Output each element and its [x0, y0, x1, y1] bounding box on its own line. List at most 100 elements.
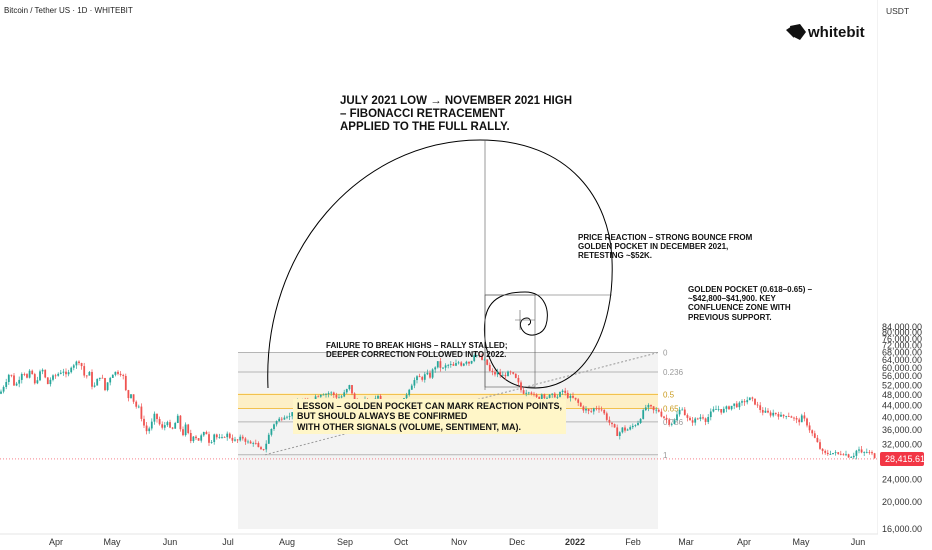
candle [504, 372, 507, 380]
candle [231, 434, 234, 443]
annotation-lesson: LESSON – GOLDEN POCKET CAN MARK REACTION… [293, 399, 567, 435]
last-price-badge [880, 451, 924, 466]
candle-body [738, 402, 741, 408]
candle [65, 368, 67, 378]
candle-body [496, 372, 499, 375]
candle-body [348, 385, 351, 390]
candle-body [215, 434, 218, 438]
candle-body [15, 383, 18, 386]
candle [39, 369, 41, 382]
candle [351, 385, 353, 396]
candle-body [156, 413, 158, 420]
time-axis-tick: 2022 [565, 537, 585, 547]
whitebit-logo-icon [786, 24, 806, 40]
candle-body [696, 418, 699, 420]
candle-body [421, 377, 424, 380]
candle-body [572, 395, 574, 398]
candle [278, 416, 281, 422]
candle [475, 355, 478, 358]
candle-body [699, 417, 702, 420]
candle [179, 415, 182, 432]
candle [481, 353, 483, 361]
candle [106, 382, 109, 392]
candle-body [798, 419, 801, 423]
candle [533, 391, 535, 397]
candle [650, 404, 652, 409]
candle [70, 366, 73, 374]
candle-body [145, 425, 148, 432]
annotation-line: DEEPER CORRECTION FOLLOWED INTO 2022. [326, 350, 507, 360]
candle [499, 368, 502, 378]
candle-body [182, 429, 184, 436]
candle [709, 408, 712, 421]
candle-body [283, 417, 286, 420]
candle-body [592, 408, 595, 412]
candle [163, 421, 166, 431]
candle-body [559, 391, 561, 397]
candle-body [717, 409, 720, 410]
candle-body [694, 418, 697, 423]
candle [62, 368, 65, 376]
candle [826, 449, 829, 456]
candle-body [826, 452, 829, 455]
candle [530, 391, 533, 396]
annotation-golden-pocket: GOLDEN POCKET (0.618–0.65) – ~$42,800–$4… [688, 285, 812, 322]
fib-level-label: 0 [663, 349, 668, 358]
candle-body [44, 369, 47, 378]
candle-body [2, 386, 5, 392]
candle [5, 378, 8, 390]
candle [616, 424, 619, 437]
candle-body [540, 394, 543, 399]
candle-body [262, 449, 265, 450]
candle [348, 384, 351, 391]
candle [80, 362, 83, 370]
candle-body [88, 371, 91, 376]
candle-body [192, 436, 195, 442]
candle [707, 414, 710, 425]
candle-body [509, 371, 512, 373]
candle-body [491, 370, 494, 372]
candle [421, 375, 424, 382]
candle [561, 389, 564, 395]
candle [335, 392, 338, 400]
candle-body [507, 371, 509, 377]
candle [769, 410, 772, 418]
candle-body [600, 409, 603, 411]
candle-body [707, 417, 710, 422]
candle [618, 431, 621, 440]
price-axis-tick: 32,000.00 [882, 439, 922, 449]
candle-body [254, 442, 257, 444]
candle [416, 375, 418, 384]
candle [270, 428, 273, 437]
candle-body [829, 453, 832, 455]
candle-body [247, 441, 249, 443]
candle [855, 449, 858, 460]
candle-body [449, 364, 452, 365]
candle-body [670, 423, 673, 425]
candle-body [93, 385, 96, 387]
candle [553, 392, 556, 398]
candle [260, 445, 262, 450]
candle-body [657, 409, 660, 412]
candle [96, 378, 99, 386]
candle-body [644, 407, 647, 411]
candle [858, 446, 860, 454]
price-axis-tick: 40,000.00 [882, 412, 922, 422]
candle-body [109, 377, 112, 383]
candle [31, 369, 34, 375]
candle [486, 359, 489, 366]
candle [730, 405, 733, 411]
candle-body [26, 374, 28, 378]
candle-body [278, 418, 281, 422]
candle-body [730, 405, 733, 410]
candle [130, 394, 132, 399]
candle-body [748, 397, 751, 401]
candle-body [639, 418, 642, 423]
candle-body [728, 406, 730, 410]
candle-body [863, 452, 866, 453]
candle-body [837, 452, 840, 454]
candle-body [434, 367, 437, 370]
candle-body [769, 412, 772, 416]
candle-body [709, 411, 712, 418]
